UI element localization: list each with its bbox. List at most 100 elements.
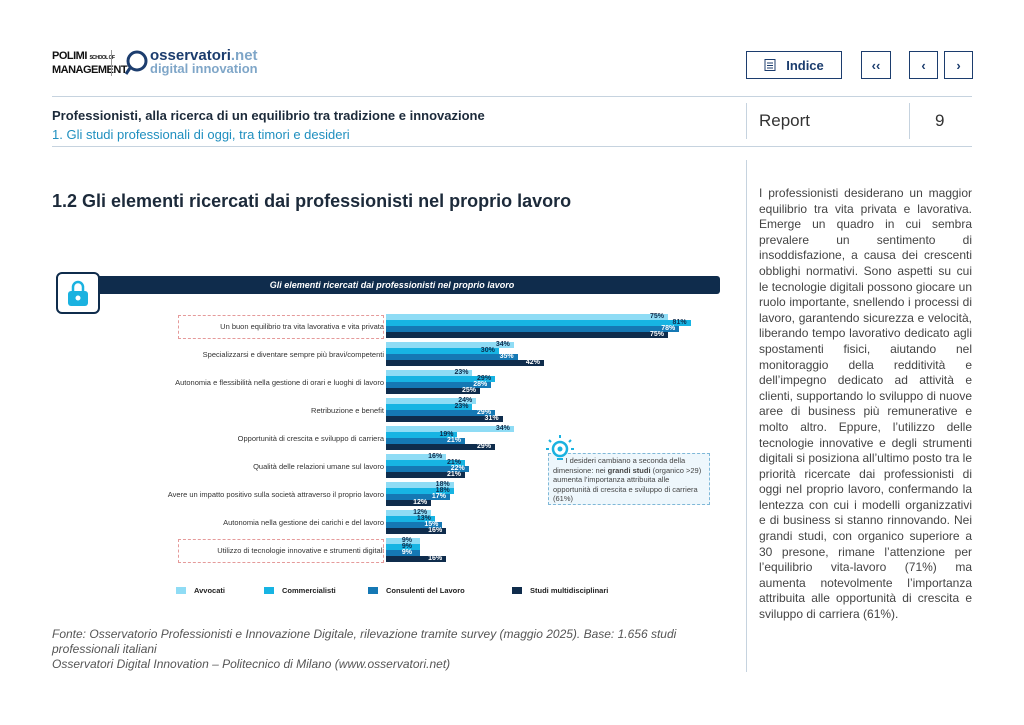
bar <box>386 460 465 466</box>
bar <box>386 388 480 394</box>
source-note: Fonte: Osservatorio Professionisti e Inn… <box>52 627 722 672</box>
index-button[interactable]: Indice <box>746 51 842 79</box>
chart-title-banner: Gli elementi ricercati dai professionist… <box>64 276 720 294</box>
bar <box>386 382 492 388</box>
category-label: Specializzarsi e diventare sempre più br… <box>202 350 384 359</box>
section-heading: 1.2 Gli elementi ricercati dai professio… <box>52 191 572 211</box>
insight-note: I desideri cambiano a seconda della dime… <box>548 453 710 505</box>
legend-swatch <box>368 587 378 594</box>
data-label: 29% <box>477 443 492 450</box>
bar <box>386 516 435 522</box>
data-label: 34% <box>495 425 510 432</box>
bar <box>386 370 473 376</box>
bar <box>386 454 447 460</box>
logo-divider <box>111 50 112 76</box>
bar <box>386 348 499 354</box>
data-label: 81% <box>672 319 687 326</box>
bar <box>386 326 680 332</box>
data-label: 17% <box>431 493 446 500</box>
bar <box>386 376 496 382</box>
data-label: 13% <box>416 515 431 522</box>
legend-item: Studi multidisciplinari <box>512 586 608 595</box>
chapter-link[interactable]: 1. Gli studi professionali di oggi, tra … <box>52 127 350 142</box>
data-label: 24% <box>458 397 473 404</box>
divider <box>909 103 910 139</box>
data-label: 31% <box>484 415 499 422</box>
data-label: 16% <box>428 453 443 460</box>
bar <box>386 432 458 438</box>
legend-label: Consulenti del Lavoro <box>386 586 465 595</box>
divider <box>746 160 747 672</box>
chevron-left-icon: ‹ <box>921 57 926 73</box>
data-label: 18% <box>435 487 450 494</box>
bar <box>386 354 518 360</box>
data-label: 29% <box>477 375 492 382</box>
chevron-right-icon: › <box>956 57 961 73</box>
bar <box>386 426 514 432</box>
data-label: 25% <box>462 387 477 394</box>
data-label: 9% <box>401 537 412 544</box>
data-label: 22% <box>450 465 465 472</box>
data-label: 42% <box>525 359 540 366</box>
legend-label: Studi multidisciplinari <box>530 586 609 595</box>
category-label: Utilizzo di tecnologie innovative e stru… <box>217 546 384 555</box>
bar <box>386 314 668 320</box>
report-title: Professionisti, alla ricerca di un equil… <box>52 108 485 123</box>
bar <box>386 556 447 562</box>
data-label: 75% <box>650 331 665 338</box>
bar <box>386 522 443 528</box>
category-label: Autonomia e flessibilità nella gestione … <box>175 378 384 387</box>
data-label: 12% <box>413 509 428 516</box>
source-line: Osservatori Digital Innovation – Politec… <box>52 657 451 671</box>
double-chevron-left-icon: ‹‹ <box>871 57 881 73</box>
bar <box>386 472 465 478</box>
note-text: I desideri cambiano a seconda della dime… <box>553 456 686 475</box>
category-label: Autonomia nella gestione dei carichi e d… <box>223 518 384 527</box>
data-label: 23% <box>454 369 469 376</box>
data-label: 16% <box>428 527 443 534</box>
bar <box>386 416 503 422</box>
next-page-button[interactable]: › <box>944 51 973 79</box>
data-label: 12% <box>413 499 428 506</box>
data-label: 9% <box>401 543 412 550</box>
lightbulb-icon <box>546 435 574 460</box>
lock-icon-box <box>56 272 100 314</box>
data-label: 19% <box>439 431 454 438</box>
category-label: Un buon equilibrio tra vita lavorativa e… <box>220 322 384 331</box>
section-label: Report <box>759 111 811 130</box>
first-page-button[interactable]: ‹‹ <box>861 51 891 79</box>
chart-title: Gli elementi ricercati dai professionist… <box>269 280 515 290</box>
data-label: 16% <box>428 555 443 562</box>
highlight-box <box>178 315 384 339</box>
legend-swatch <box>176 587 186 594</box>
bar <box>386 444 496 450</box>
note-text: (organico >29) aumenta l’importanza attr… <box>553 465 702 504</box>
data-label: 35% <box>499 353 514 360</box>
data-label: 34% <box>495 341 510 348</box>
data-label: 15% <box>424 521 439 528</box>
category-label: Avere un impatto positivo sulla società … <box>167 490 384 499</box>
bar <box>386 404 473 410</box>
data-label: 78% <box>661 325 676 332</box>
data-label: 21% <box>446 459 461 466</box>
legend-swatch <box>264 587 274 594</box>
bar <box>386 494 450 500</box>
bar <box>386 332 668 338</box>
bar <box>386 320 691 326</box>
divider <box>52 96 972 97</box>
bar <box>386 528 447 534</box>
bar <box>386 482 454 488</box>
bar <box>386 398 477 404</box>
source-line: Fonte: Osservatorio Professionisti e Inn… <box>52 627 677 656</box>
bar <box>386 342 514 348</box>
bar <box>386 488 454 494</box>
divider <box>746 103 747 139</box>
prev-page-button[interactable]: ‹ <box>909 51 938 79</box>
data-label: 29% <box>477 409 492 416</box>
data-label: 21% <box>446 437 461 444</box>
sidebar-text: I professionisti desiderano un maggior e… <box>759 186 972 622</box>
bar <box>386 410 496 416</box>
heart-lock-icon <box>68 280 88 306</box>
data-label: 75% <box>650 313 665 320</box>
